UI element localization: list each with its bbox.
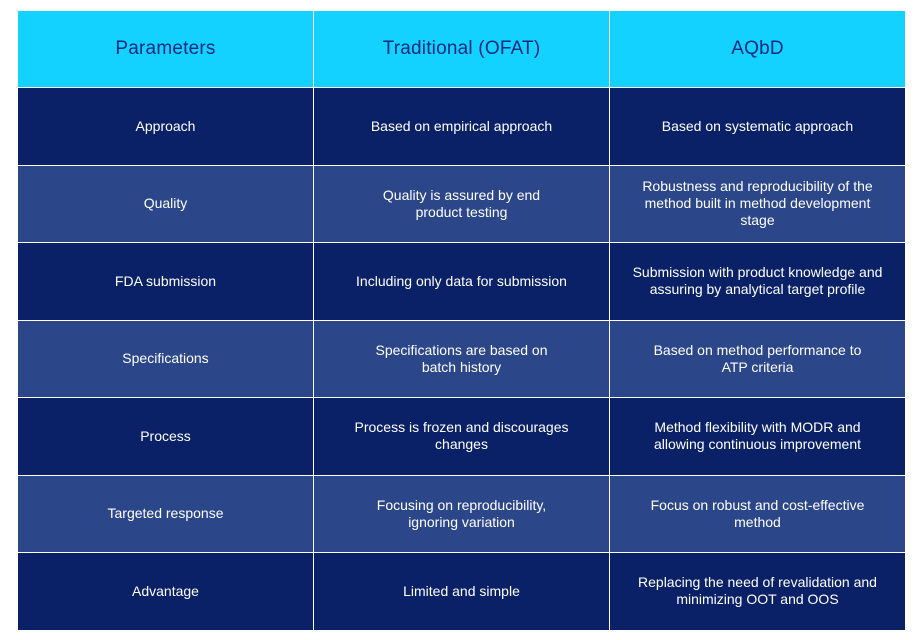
cell-text: Method flexibility with MODR and allowin…	[654, 419, 861, 453]
cell-parameter: Process	[17, 397, 314, 476]
cell-text: Focus on robust and cost-effective metho…	[650, 496, 865, 530]
table-body: Approach Based on empirical approach Bas…	[17, 87, 906, 631]
cell-parameter: FDA submission	[17, 242, 314, 321]
cell-text: Process	[140, 427, 191, 444]
header-row: Parameters Traditional (OFAT) AQbD	[17, 10, 906, 88]
cell-text: Limited and simple	[403, 582, 520, 599]
cell-text: Based on systematic approach	[661, 117, 854, 134]
header-parameters: Parameters	[17, 10, 314, 88]
cell-text: Quality	[143, 195, 188, 212]
cell-traditional: Focusing on reproducibility, ignoring va…	[313, 474, 610, 553]
table-row: Targeted response Focusing on reproducib…	[17, 474, 906, 553]
cell-traditional: Limited and simple	[313, 552, 610, 631]
cell-aqbd: Submission with product knowledge and as…	[609, 242, 906, 321]
cell-text: Targeted response	[107, 505, 224, 522]
cell-aqbd: Robustness and reproducibility of the me…	[609, 164, 906, 243]
cell-text: Approach	[135, 117, 196, 134]
cell-text: Replacing the need of revalidation and m…	[638, 574, 877, 608]
cell-text: Specifications	[122, 350, 209, 367]
table-row: Process Process is frozen and discourage…	[17, 397, 906, 476]
cell-text: Including only data for submission	[356, 272, 567, 289]
cell-text: FDA submission	[114, 272, 217, 289]
cell-traditional: Quality is assured by end product testin…	[313, 164, 610, 243]
cell-text: Quality is assured by end product testin…	[382, 186, 541, 220]
cell-text: Based on empirical approach	[370, 117, 553, 134]
cell-parameter: Advantage	[17, 552, 314, 631]
cell-text: Based on method performance to ATP crite…	[653, 341, 862, 375]
cell-aqbd: Method flexibility with MODR and allowin…	[609, 397, 906, 476]
comparison-table: Parameters Traditional (OFAT) AQbD Appro…	[17, 10, 906, 631]
cell-traditional: Specifications are based on batch histor…	[313, 319, 610, 398]
table-row: Specifications Specifications are based …	[17, 319, 906, 398]
cell-parameter: Targeted response	[17, 474, 314, 553]
cell-traditional: Including only data for submission	[313, 242, 610, 321]
cell-traditional: Based on empirical approach	[313, 87, 610, 166]
cell-parameter: Specifications	[17, 319, 314, 398]
cell-text: Focusing on reproducibility, ignoring va…	[376, 496, 547, 530]
table-header: Parameters Traditional (OFAT) AQbD	[17, 10, 906, 88]
cell-aqbd: Based on method performance to ATP crite…	[609, 319, 906, 398]
cell-aqbd: Replacing the need of revalidation and m…	[609, 552, 906, 631]
cell-text: Advantage	[132, 582, 199, 599]
cell-text: Robustness and reproducibility of the me…	[642, 178, 873, 229]
cell-parameter: Approach	[17, 87, 314, 166]
table-row: Quality Quality is assured by end produc…	[17, 164, 906, 243]
cell-parameter: Quality	[17, 164, 314, 243]
cell-aqbd: Focus on robust and cost-effective metho…	[609, 474, 906, 553]
header-traditional: Traditional (OFAT)	[313, 10, 610, 88]
header-aqbd: AQbD	[609, 10, 906, 88]
cell-traditional: Process is frozen and discourages change…	[313, 397, 610, 476]
table-row: Approach Based on empirical approach Bas…	[17, 87, 906, 166]
cell-text: Submission with product knowledge and as…	[632, 264, 883, 298]
cell-text: Specifications are based on batch histor…	[375, 341, 548, 375]
table-row: Advantage Limited and simple Replacing t…	[17, 552, 906, 631]
cell-aqbd: Based on systematic approach	[609, 87, 906, 166]
cell-text: Process is frozen and discourages change…	[354, 419, 569, 453]
table-row: FDA submission Including only data for s…	[17, 242, 906, 321]
